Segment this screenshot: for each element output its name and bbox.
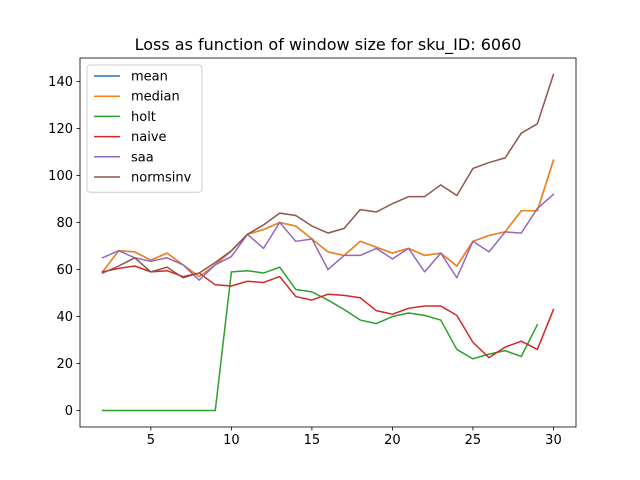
y-tick-label: 120 [48,122,73,137]
series-line-holt [101,266,539,412]
series-line-saa [101,193,555,281]
legend-label-mean: mean [131,70,168,85]
legend-label-naive: naive [131,130,167,145]
axes-frame [79,57,577,428]
series-line-median [101,159,555,278]
y-tick-label: 140 [48,75,73,90]
x-tick-label: 5 [147,433,155,448]
series-line-normsinv [101,73,555,279]
legend-label-saa: saa [131,150,154,165]
y-tick-label: 20 [56,357,73,372]
x-tick-label: 10 [223,433,240,448]
x-tick-label: 20 [384,433,401,448]
y-tick-label: 100 [48,169,73,184]
chart-title: Loss as function of window size for sku_… [135,35,522,55]
y-tick-label: 0 [65,404,73,419]
x-tick-label: 25 [465,433,482,448]
legend-label-normsinv: normsinv [131,171,192,186]
plot-area [101,73,555,412]
y-tick-label: 80 [56,216,73,231]
legend-label-median: median [131,90,180,105]
axes: 5 10 15 20 25 30 0 20 40 60 80 100 120 140 [48,57,577,448]
x-tick-label: 30 [545,433,562,448]
x-tick-label: 15 [304,433,321,448]
y-tick-label: 60 [56,263,73,278]
legend: mean median holt naive saa normsinv [86,64,203,193]
legend-label-holt: holt [131,110,156,125]
y-tick-label: 40 [56,310,73,325]
